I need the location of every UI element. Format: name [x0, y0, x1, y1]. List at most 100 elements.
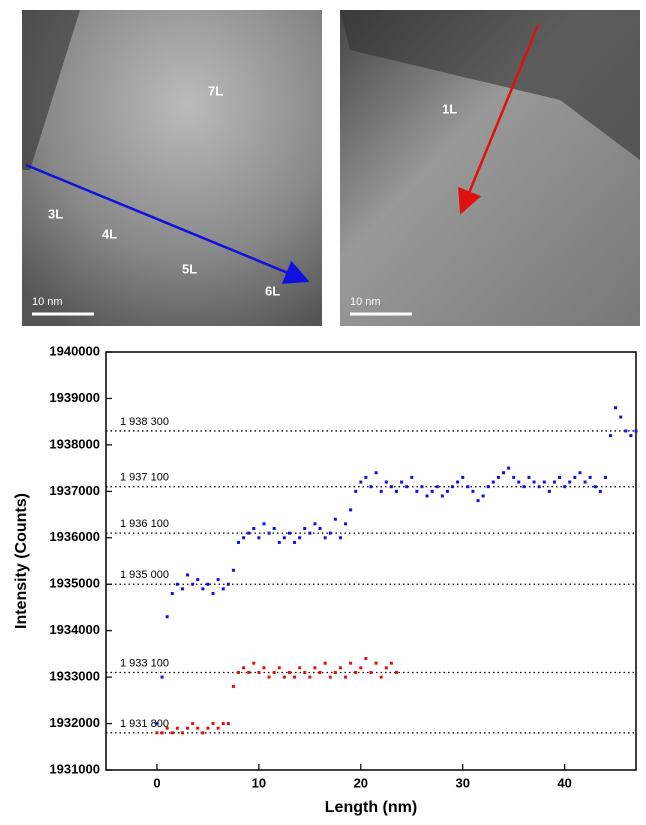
- layer-label: 6L: [265, 283, 280, 298]
- data-point: [160, 731, 164, 735]
- data-point: [165, 615, 169, 619]
- data-point: [328, 531, 332, 535]
- data-point: [634, 429, 638, 433]
- data-point: [578, 471, 582, 475]
- data-point: [216, 726, 220, 730]
- data-point: [522, 485, 526, 489]
- data-point: [272, 670, 276, 674]
- data-point: [242, 536, 246, 540]
- data-point: [603, 475, 607, 479]
- data-point: [537, 485, 541, 489]
- y-tick-label: 1939000: [49, 390, 100, 405]
- data-point: [619, 415, 623, 419]
- data-point: [593, 485, 597, 489]
- y-tick-label: 1937000: [49, 483, 100, 498]
- data-point: [507, 466, 511, 470]
- data-point: [262, 522, 266, 526]
- reference-label: 1 935 000: [120, 569, 169, 581]
- data-point: [242, 666, 246, 670]
- data-point: [394, 670, 398, 674]
- data-point: [558, 475, 562, 479]
- data-point: [338, 666, 342, 670]
- data-point: [333, 517, 337, 521]
- layer-label: 4L: [102, 226, 117, 241]
- data-point: [237, 670, 240, 674]
- reference-label: 1 931 800: [120, 718, 169, 730]
- data-point: [170, 592, 174, 596]
- data-point: [221, 722, 225, 726]
- data-point: [573, 475, 577, 479]
- data-point: [201, 587, 205, 591]
- data-point: [384, 480, 388, 484]
- data-point: [435, 485, 439, 489]
- data-point: [552, 480, 556, 484]
- data-point: [252, 661, 256, 665]
- scale-bar-label: 10 nm: [350, 296, 381, 308]
- data-point: [267, 675, 271, 679]
- data-point: [308, 531, 312, 535]
- reference-label: 1 938 300: [120, 416, 169, 428]
- data-point: [502, 471, 505, 475]
- data-point: [262, 666, 266, 670]
- data-point: [420, 485, 424, 489]
- data-point: [527, 475, 531, 479]
- data-point: [303, 526, 307, 530]
- y-tick-label: 1932000: [49, 715, 100, 730]
- data-point: [451, 485, 455, 489]
- data-point: [496, 475, 500, 479]
- data-point: [155, 722, 159, 726]
- data-point: [155, 731, 159, 735]
- data-point: [369, 670, 373, 674]
- data-point: [282, 675, 286, 679]
- reference-label: 1 933 100: [120, 657, 169, 669]
- data-point: [374, 471, 378, 475]
- data-point: [252, 526, 256, 530]
- chart: 1931000 1932000 1933000 1934000 1935000 19360…: [13, 343, 638, 816]
- scale-bar-label: 10 nm: [32, 296, 63, 308]
- data-point: [563, 485, 567, 489]
- data-point: [170, 731, 174, 735]
- data-point: [231, 684, 235, 688]
- image-left: 7L 3L 4L 5L 6L 10 nm: [22, 10, 322, 326]
- x-tick-label: 20: [354, 775, 368, 790]
- layer-label: 7L: [208, 83, 223, 98]
- data-point: [186, 726, 190, 730]
- data-point: [359, 480, 363, 484]
- data-point: [338, 536, 342, 540]
- data-point: [405, 485, 409, 489]
- data-point: [445, 489, 449, 493]
- data-point: [491, 480, 495, 484]
- data-point: [206, 726, 210, 730]
- data-point: [287, 531, 291, 535]
- data-point: [293, 540, 297, 544]
- y-axis-label: Intensity (Counts): [13, 493, 30, 629]
- data-point: [344, 675, 348, 679]
- data-point: [568, 480, 572, 484]
- data-point: [318, 526, 322, 530]
- x-axis-label: Length (nm): [325, 799, 417, 816]
- data-point: [349, 661, 353, 665]
- data-point: [389, 485, 393, 489]
- data-point: [624, 429, 628, 433]
- data-point: [369, 485, 373, 489]
- data-point: [588, 475, 592, 479]
- layer-label: 5L: [182, 261, 197, 276]
- data-point: [267, 531, 271, 535]
- data-point: [298, 666, 302, 670]
- x-tick-label: 10: [252, 775, 266, 790]
- data-point: [349, 508, 353, 512]
- data-point: [175, 582, 179, 586]
- data-point: [231, 568, 235, 572]
- data-point: [379, 489, 383, 493]
- data-point: [282, 536, 286, 540]
- data-point: [471, 489, 475, 493]
- data-point: [609, 434, 613, 438]
- data-point: [486, 485, 490, 489]
- data-point: [257, 670, 261, 674]
- data-point: [629, 434, 633, 438]
- data-point: [344, 522, 348, 526]
- data-point: [517, 480, 521, 484]
- data-point: [165, 726, 169, 730]
- x-tick-label: 30: [455, 775, 469, 790]
- data-point: [313, 666, 317, 670]
